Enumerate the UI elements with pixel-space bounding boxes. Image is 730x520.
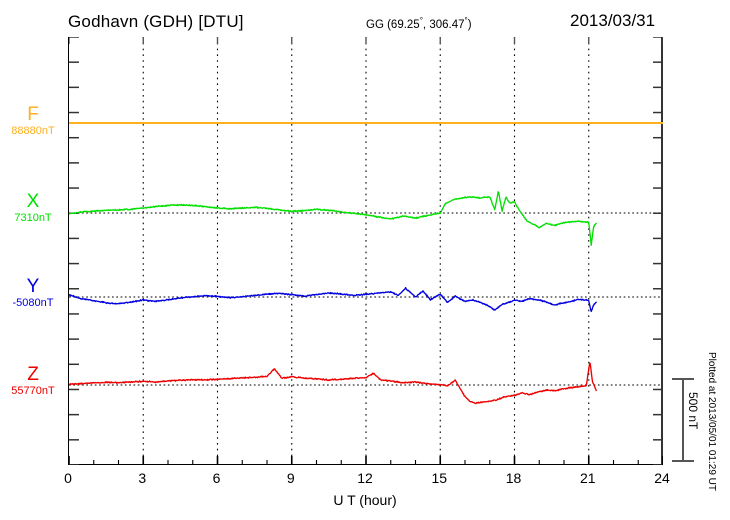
x-tick-label: 18 bbox=[505, 470, 522, 486]
component-value-f: 88880nT bbox=[11, 125, 55, 137]
x-tick-label: 3 bbox=[138, 470, 147, 486]
component-value-z: 55770nT bbox=[11, 385, 55, 397]
observation-date: 2013/03/31 bbox=[570, 11, 656, 30]
geo-latitude: 69.25 bbox=[390, 18, 420, 31]
geo-suffix: ) bbox=[467, 18, 472, 31]
geo-prefix: GG ( bbox=[366, 18, 391, 31]
scale-bar-top-cap bbox=[672, 378, 694, 380]
component-letter-x: X bbox=[26, 191, 40, 212]
degree-sign-lon: ° bbox=[464, 16, 468, 25]
component-label-x: X 7310nT bbox=[2, 192, 64, 225]
magnetogram-plot bbox=[69, 37, 663, 465]
trace-layer bbox=[69, 122, 663, 405]
plotted-timestamp: Plotted at 2013/05/01 01:29 UT bbox=[706, 352, 717, 491]
scale-bar-line bbox=[682, 378, 684, 462]
component-letter-z: Z bbox=[27, 364, 39, 385]
scale-bar-bottom-cap bbox=[672, 460, 694, 462]
component-label-y: Y -5080nT bbox=[2, 277, 64, 310]
scale-bar-label: 500 nT bbox=[686, 392, 700, 430]
trace-x bbox=[69, 191, 597, 246]
axis-tick-layer bbox=[69, 37, 663, 465]
x-tick-label: 24 bbox=[654, 470, 670, 486]
x-tick-label: 15 bbox=[431, 470, 448, 486]
degree-sign-lat: ° bbox=[419, 16, 423, 25]
component-letter-y: Y bbox=[26, 276, 40, 297]
x-tick-label: 12 bbox=[357, 470, 373, 486]
component-value-y: -5080nT bbox=[12, 297, 54, 309]
component-label-f: F 88880nT bbox=[2, 105, 64, 138]
component-label-z: Z 55770nT bbox=[2, 365, 64, 398]
x-tick-label: 9 bbox=[286, 470, 295, 486]
trace-y bbox=[69, 286, 597, 313]
page-title: Godhavn (GDH) [DTU] bbox=[68, 12, 244, 31]
x-tick-label: 21 bbox=[579, 470, 596, 486]
component-value-x: 7310nT bbox=[14, 212, 52, 224]
component-letter-f: F bbox=[27, 104, 39, 125]
geo-separator: , bbox=[422, 18, 427, 31]
scale-bar bbox=[672, 378, 694, 462]
plot-frame bbox=[68, 37, 663, 465]
geo-longitude: 306.47 bbox=[429, 18, 465, 31]
x-tick-label: 6 bbox=[212, 470, 221, 486]
x-axis-title: U T (hour) bbox=[333, 492, 397, 508]
grid-layer bbox=[142, 37, 590, 465]
x-tick-label: 0 bbox=[64, 470, 72, 486]
trace-z bbox=[69, 362, 597, 405]
geographic-coordinates: GG (69.25°, 306.47°) bbox=[366, 16, 472, 31]
